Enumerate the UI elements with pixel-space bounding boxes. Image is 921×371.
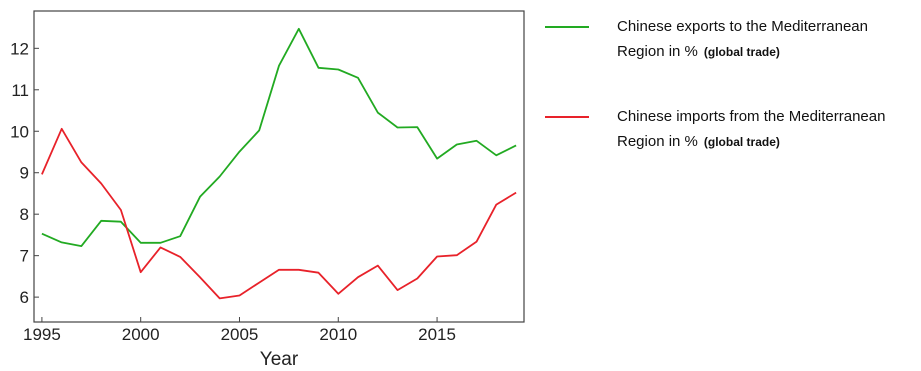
line-chart: 1995 2000 2005 2010 2015 6 7 8 9 10 11 12 Year [10, 10, 525, 370]
y-tick-label-8: 8 [20, 205, 29, 224]
y-tick-label-6: 6 [20, 288, 29, 307]
legend-entry-imports: Chinese imports from the Mediterranean R… [545, 104, 915, 164]
legend-swatch-imports [545, 116, 589, 118]
legend-label-exports: Chinese exports to the Mediterranean Reg… [617, 18, 868, 60]
y-tick-label-9: 9 [20, 164, 29, 183]
legend-swatch-exports [545, 26, 589, 28]
y-tick-label-7: 7 [20, 247, 29, 266]
series-line-1 [41, 127, 517, 300]
x-axis: 1995 2000 2005 2010 2015 [23, 317, 456, 344]
x-tick-label-2015: 2015 [418, 325, 456, 344]
x-axis-title: Year [260, 349, 299, 370]
plot-frame [33, 10, 525, 323]
series-line-0 [41, 27, 517, 248]
y-axis: 6 7 8 9 10 11 12 [10, 39, 39, 307]
x-tick-label-2010: 2010 [319, 325, 357, 344]
y-tick-label-12: 12 [10, 39, 29, 58]
legend-entry-exports: Chinese exports to the Mediterranean Reg… [545, 14, 915, 74]
x-tick-label-2000: 2000 [122, 325, 160, 344]
y-tick-label-10: 10 [10, 122, 29, 141]
legend-label-imports: Chinese imports from the Mediterranean R… [617, 108, 886, 150]
series-layer [41, 27, 517, 300]
x-tick-label-1995: 1995 [23, 325, 61, 344]
x-tick-label-2005: 2005 [221, 325, 259, 344]
y-tick-label-11: 11 [11, 81, 29, 100]
legend: Chinese exports to the Mediterranean Reg… [545, 14, 915, 194]
